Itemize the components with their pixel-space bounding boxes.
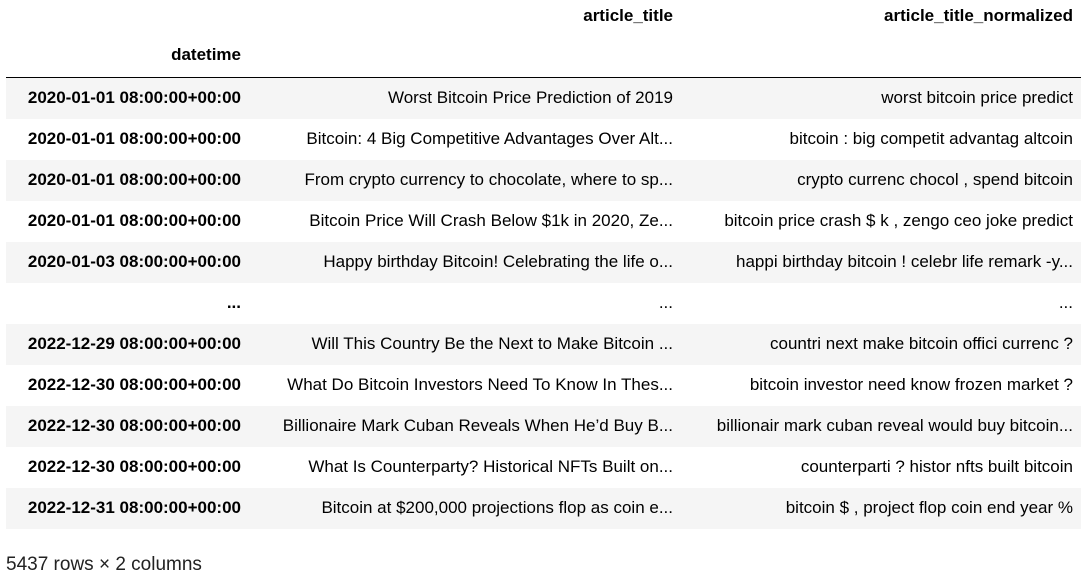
article-title-normalized-cell: bitcoin price crash $ k , zengo ceo joke… bbox=[724, 211, 1073, 230]
table-row: 2022-12-30 08:00:00+00:00 What Is Counter… bbox=[6, 446, 1081, 488]
row-index-cell: 2022-12-30 08:00:00+00:00 bbox=[27, 375, 241, 394]
index-column-header-blank bbox=[6, 0, 249, 32]
article-title-normalized-cell: bitcoin $ , project flop coin end year % bbox=[785, 498, 1073, 517]
row-index-cell: 2022-12-29 08:00:00+00:00 bbox=[27, 334, 241, 353]
table-row: 2020-01-01 08:00:00+00:00 Bitcoin Price W… bbox=[6, 200, 1081, 242]
table-row: 2022-12-30 08:00:00+00:00 Billionaire Mar… bbox=[6, 405, 1081, 447]
column-header-article-title: article_title bbox=[583, 6, 673, 25]
row-index-cell: 2022-12-31 08:00:00+00:00 bbox=[27, 498, 241, 517]
article-title-cell: What Do Bitcoin Investors Need To Know I… bbox=[287, 375, 673, 394]
table-header: article_title article_title_normalized d… bbox=[6, 0, 1081, 78]
article-title-normalized-cell: bitcoin investor need know frozen market… bbox=[749, 375, 1073, 394]
table-body: 2020-01-01 08:00:00+00:00 Worst Bitcoin P… bbox=[6, 77, 1081, 529]
column-header-article-title-normalized: article_title_normalized bbox=[884, 6, 1073, 25]
row-index-cell: ... bbox=[226, 293, 241, 312]
table-row: 2022-12-30 08:00:00+00:00 What Do Bitcoin… bbox=[6, 364, 1081, 406]
article-title-cell: From crypto currency to chocolate, where… bbox=[304, 170, 673, 189]
article-title-cell: Will This Country Be the Next to Make Bi… bbox=[311, 334, 673, 353]
article-title-cell: ... bbox=[658, 293, 673, 312]
article-title-normalized-cell: happi birthday bitcoin ! celebr life rem… bbox=[736, 252, 1073, 271]
article-title-cell: What Is Counterparty? Historical NFTs Bu… bbox=[308, 457, 673, 476]
row-index-cell: 2020-01-03 08:00:00+00:00 bbox=[27, 252, 241, 271]
dataframe-table: article_title article_title_normalized d… bbox=[6, 0, 1081, 529]
table-row: 2020-01-01 08:00:00+00:00 Bitcoin: 4 Big … bbox=[6, 118, 1081, 160]
index-name-row: datetime bbox=[6, 32, 1081, 78]
dataframe-shape-summary: 5437 rows × 2 columns bbox=[6, 554, 202, 575]
row-index-cell: 2020-01-01 08:00:00+00:00 bbox=[27, 129, 241, 148]
column-header-row: article_title article_title_normalized bbox=[6, 0, 1081, 32]
article-title-cell: Happy birthday Bitcoin! Celebrating the … bbox=[323, 252, 673, 271]
article-title-cell: Bitcoin: 4 Big Competitive Advantages Ov… bbox=[306, 129, 673, 148]
dataframe-output: article_title article_title_normalized d… bbox=[6, 0, 1081, 529]
row-index-cell: 2020-01-01 08:00:00+00:00 bbox=[27, 211, 241, 230]
table-row: 2022-12-29 08:00:00+00:00 Will This Count… bbox=[6, 323, 1081, 365]
index-name-row-blank bbox=[681, 32, 1081, 78]
article-title-cell: Bitcoin at $200,000 projections flop as … bbox=[321, 498, 673, 517]
row-index-cell: 2020-01-01 08:00:00+00:00 bbox=[27, 88, 241, 108]
row-index-cell: 2020-01-01 08:00:00+00:00 bbox=[27, 170, 241, 189]
article-title-normalized-cell: crypto currenc chocol , spend bitcoin bbox=[797, 170, 1073, 189]
table-row: 2020-01-03 08:00:00+00:00 Happy birthday … bbox=[6, 241, 1081, 283]
index-name-row-blank bbox=[249, 32, 681, 78]
article-title-normalized-cell: ... bbox=[1058, 293, 1073, 312]
table-row: 2020-01-01 08:00:00+00:00 From crypto cur… bbox=[6, 159, 1081, 201]
article-title-normalized-cell: worst bitcoin price predict bbox=[881, 88, 1073, 108]
article-title-cell: Worst Bitcoin Price Prediction of 2019 bbox=[387, 88, 673, 108]
table-row: 2022-12-31 08:00:00+00:00 Bitcoin at $200… bbox=[6, 487, 1081, 529]
article-title-cell: Bitcoin Price Will Crash Below $1k in 20… bbox=[309, 211, 673, 230]
article-title-normalized-cell: bitcoin : big competit advantag altcoin bbox=[789, 129, 1073, 148]
index-name-header: datetime bbox=[6, 32, 249, 78]
row-index-cell: 2022-12-30 08:00:00+00:00 bbox=[27, 416, 241, 435]
row-index-cell: 2022-12-30 08:00:00+00:00 bbox=[27, 457, 241, 476]
article-title-normalized-cell: counterparti ? histor nfts built bitcoin bbox=[800, 457, 1073, 476]
table-row: 2020-01-01 08:00:00+00:00 Worst Bitcoin P… bbox=[6, 77, 1081, 119]
article-title-normalized-cell: billionair mark cuban reveal would buy b… bbox=[716, 416, 1073, 435]
article-title-normalized-cell: countri next make bitcoin offici currenc… bbox=[770, 334, 1073, 353]
article-title-cell: Billionaire Mark Cuban Reveals When He’d… bbox=[282, 416, 673, 435]
table-row: ......... bbox=[6, 282, 1081, 324]
